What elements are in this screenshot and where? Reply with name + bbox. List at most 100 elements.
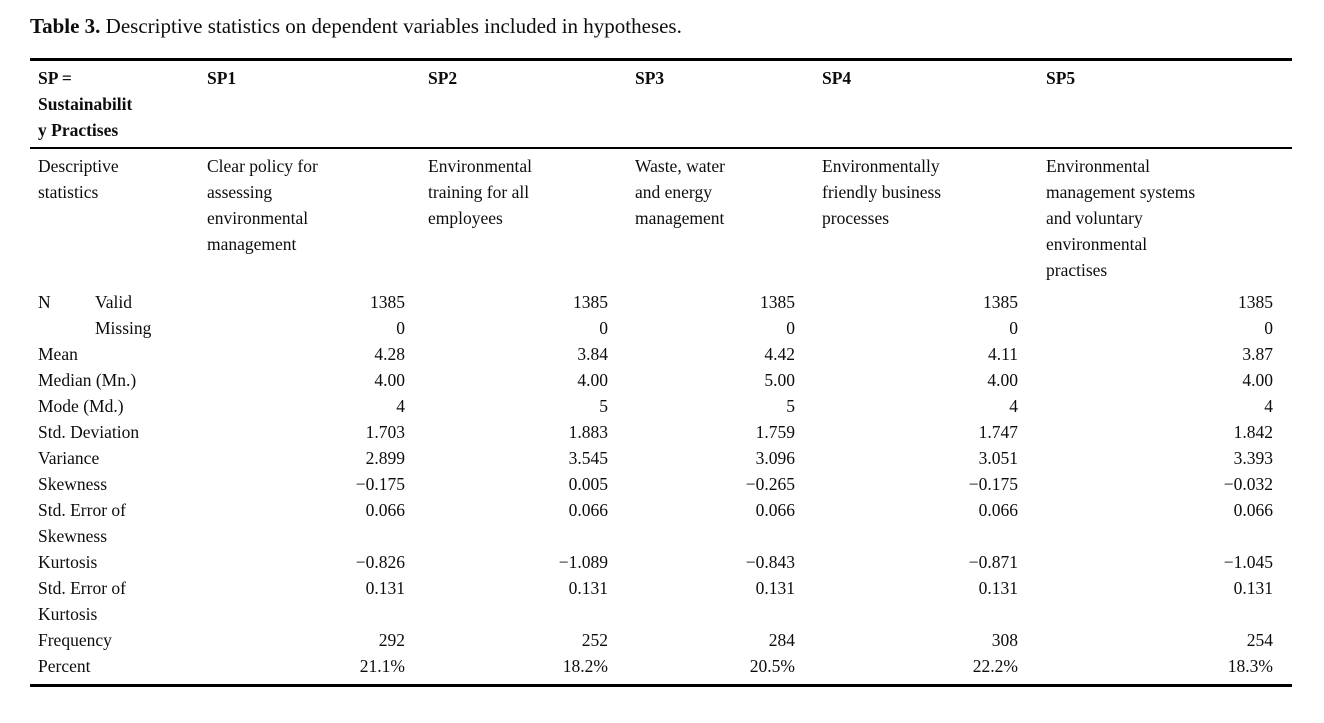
row-label: Mean (38, 344, 78, 364)
cell-sp2: 0 (599, 318, 608, 338)
cell-sp3: 5.00 (764, 370, 795, 390)
row-label: Std. Error of Kurtosis (38, 578, 126, 624)
row-label: N Valid (30, 289, 199, 315)
cell-sp5: 4.00 (1242, 370, 1273, 390)
cell-sp5: 3.87 (1242, 344, 1273, 364)
row-sublabel: Valid (95, 292, 132, 312)
cell-sp3: 0.066 (755, 500, 795, 520)
header-sp-key: SP = Sustainabilit y Practises (30, 59, 199, 149)
cell-sp1: 0.131 (365, 578, 405, 598)
cell-sp5: 0.066 (1233, 500, 1273, 520)
cell-sp3: 0 (786, 318, 795, 338)
cell-sp2: 18.2% (562, 656, 608, 676)
row-label: Std. Error of Skewness (38, 500, 126, 546)
row-label-main: N (38, 292, 51, 312)
cell-sp2: 0.005 (568, 474, 608, 494)
table-row: Percent 21.1% 18.2% 20.5% 22.2% 18.3% (30, 653, 1292, 686)
cell-sp3: 284 (768, 630, 795, 650)
cell-sp4: 4.11 (988, 344, 1018, 364)
table-row: N Valid 1385 1385 1385 1385 1385 (30, 289, 1292, 315)
cell-sp5: 0.131 (1233, 578, 1273, 598)
cell-sp4: 0.131 (978, 578, 1018, 598)
row-label: Percent (38, 656, 91, 676)
header-sp1-description: Clear policy for assessing environmental… (207, 156, 318, 254)
table-body: N Valid 1385 1385 1385 1385 1385 Missing 0 0 0 0 0 Me… (30, 289, 1292, 686)
header-sp5-description: Environmental management systems and vol… (1046, 156, 1196, 280)
table-caption-text: Descriptive statistics on dependent vari… (100, 14, 682, 38)
cell-sp4: −0.175 (968, 474, 1018, 494)
cell-sp2: 5 (599, 396, 608, 416)
cell-sp2: 1.883 (568, 422, 608, 442)
header-sp3-description: Waste, water and energy management (635, 156, 725, 228)
cell-sp1: 1.703 (365, 422, 405, 442)
cell-sp4: 308 (991, 630, 1018, 650)
row-label: Kurtosis (38, 552, 98, 572)
cell-sp5: 1385 (1238, 292, 1273, 312)
cell-sp5: 3.393 (1233, 448, 1273, 468)
cell-sp1: 0 (396, 318, 405, 338)
row-sublabel: Missing (95, 318, 152, 338)
header-sp4: SP4 (805, 59, 1028, 149)
cell-sp1: 21.1% (359, 656, 405, 676)
row-label: Missing (30, 315, 199, 341)
cell-sp1: 1385 (370, 292, 405, 312)
cell-sp4: −0.871 (968, 552, 1018, 572)
cell-sp3: 20.5% (749, 656, 795, 676)
cell-sp2: −1.089 (558, 552, 608, 572)
cell-sp1: 0.066 (365, 500, 405, 520)
cell-sp3: −0.843 (745, 552, 795, 572)
cell-sp4: 4.00 (987, 370, 1018, 390)
cell-sp3: 5 (786, 396, 795, 416)
table-row: Mode (Md.) 4 5 5 4 4 (30, 393, 1292, 419)
table-caption-number: Table 3. (30, 14, 101, 38)
cell-sp2: 0.131 (568, 578, 608, 598)
table-row: Skewness −0.175 0.005 −0.265 −0.175 −0.032 (30, 471, 1292, 497)
header-sp3: SP3 (618, 59, 805, 149)
cell-sp3: 3.096 (755, 448, 795, 468)
cell-sp1: 4.00 (374, 370, 405, 390)
cell-sp5: −0.032 (1223, 474, 1273, 494)
header-sp1: SP1 (199, 59, 412, 149)
header-row-descriptions: Descriptive statistics Clear policy for … (30, 148, 1292, 289)
cell-sp2: 4.00 (577, 370, 608, 390)
cell-sp1: 2.899 (365, 448, 405, 468)
table-row: Mean 4.28 3.84 4.42 4.11 3.87 (30, 341, 1292, 367)
cell-sp3: 1.759 (755, 422, 795, 442)
cell-sp5: 0 (1264, 318, 1273, 338)
cell-sp1: 4.28 (374, 344, 405, 364)
cell-sp2: 3.545 (568, 448, 608, 468)
table-caption: Table 3. Descriptive statistics on depen… (30, 12, 682, 40)
cell-sp2: 252 (581, 630, 608, 650)
cell-sp4: 22.2% (972, 656, 1018, 676)
cell-sp5: 254 (1246, 630, 1273, 650)
header-sp2: SP2 (412, 59, 618, 149)
table-row: Variance 2.899 3.545 3.096 3.051 3.393 (30, 445, 1292, 471)
row-label: Mode (Md.) (38, 396, 124, 416)
cell-sp3: 4.42 (764, 344, 795, 364)
row-label: Frequency (38, 630, 112, 650)
cell-sp3: 1385 (760, 292, 795, 312)
row-label: Variance (38, 448, 100, 468)
cell-sp2: 3.84 (577, 344, 608, 364)
table-row: Missing 0 0 0 0 0 (30, 315, 1292, 341)
header-sp2-description: Environmental training for all employees (428, 156, 533, 228)
cell-sp4: 0 (1009, 318, 1018, 338)
header-row-sp-codes: SP = Sustainabilit y Practises SP1 SP2 S… (30, 59, 1292, 149)
cell-sp5: 4 (1264, 396, 1273, 416)
table-row: Frequency 292 252 284 308 254 (30, 627, 1292, 653)
cell-sp2: 0.066 (568, 500, 608, 520)
table-row: Median (Mn.) 4.00 4.00 5.00 4.00 4.00 (30, 367, 1292, 393)
table-row: Kurtosis −0.826 −1.089 −0.843 −0.871 −1.045 (30, 549, 1292, 575)
cell-sp4: 1.747 (978, 422, 1018, 442)
descriptive-statistics-table: SP = Sustainabilit y Practises SP1 SP2 S… (30, 58, 1292, 687)
cell-sp4: 0.066 (978, 500, 1018, 520)
row-label: Skewness (38, 474, 108, 494)
cell-sp3: 0.131 (755, 578, 795, 598)
cell-sp4: 3.051 (978, 448, 1018, 468)
row-label: Median (Mn.) (38, 370, 137, 390)
header-descriptive-statistics: Descriptive statistics (38, 156, 119, 202)
cell-sp1: −0.826 (355, 552, 405, 572)
table-row: Std. Error of Kurtosis 0.131 0.131 0.131 0.1… (30, 575, 1292, 627)
cell-sp4: 4 (1009, 396, 1018, 416)
